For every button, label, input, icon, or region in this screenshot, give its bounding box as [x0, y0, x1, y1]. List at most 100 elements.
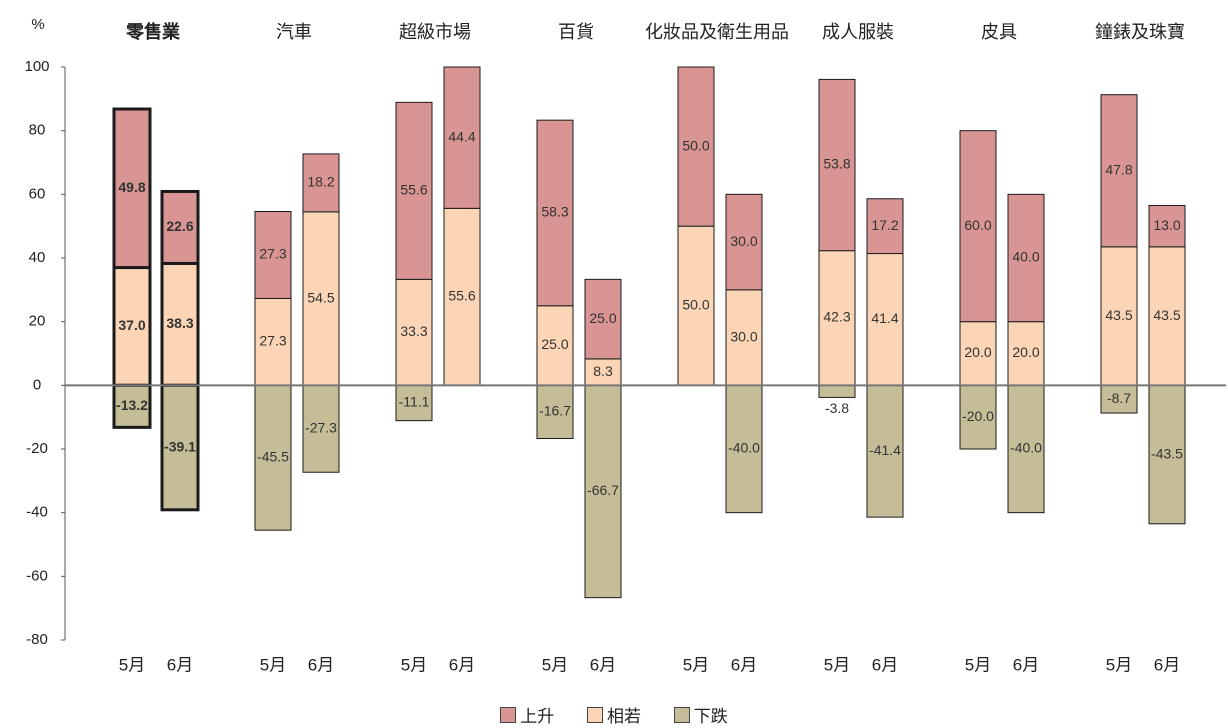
bar-same — [160, 261, 200, 387]
bar-down — [302, 384, 340, 473]
value-label-up: 13.0 — [1153, 217, 1180, 233]
category-label: 汽車 — [276, 22, 312, 42]
bar-down — [959, 384, 997, 450]
month-label: 6月 — [731, 655, 757, 674]
y-tick-label: -20 — [26, 440, 48, 457]
stacked-bar-chart: % -80 -60 -40 -20 0 20 40 60 80 100 零售業 37.0 49.8 -13.… — [24, 16, 1226, 674]
category-label: 超級市場 — [399, 22, 471, 42]
month-label: 5月 — [824, 655, 850, 674]
bar-down — [112, 383, 152, 429]
month-label: 5月 — [542, 655, 568, 674]
value-label-same: 42.3 — [823, 309, 850, 325]
bar-down — [536, 384, 574, 439]
bar-down — [818, 384, 856, 398]
legend-item-up: 上升 — [500, 702, 554, 727]
value-label-same: 20.0 — [964, 344, 991, 360]
bar-down — [1100, 384, 1138, 414]
legend-swatch-up — [500, 706, 517, 723]
bar-down — [1007, 384, 1045, 514]
category-label: 鐘錶及珠寶 — [1095, 22, 1185, 42]
value-label-up: 30.0 — [730, 233, 757, 249]
value-label-up: 17.2 — [871, 217, 898, 233]
y-tick-label: 20 — [29, 313, 46, 330]
bar-same — [536, 305, 574, 386]
legend-label-same: 相若 — [607, 707, 641, 726]
value-label-down: -41.4 — [869, 442, 901, 458]
legend-label-down: 下跌 — [693, 707, 728, 726]
value-label-down: -13.2 — [116, 397, 148, 413]
y-tick-label: 80 — [29, 122, 46, 139]
legend-item-down: 下跌 — [673, 702, 728, 727]
value-label-up: 27.3 — [259, 246, 286, 262]
category-label: 化妝品及衛生用品 — [645, 22, 789, 42]
month-label: 5月 — [260, 655, 286, 674]
value-label-same: 20.0 — [1012, 344, 1039, 360]
bar-down — [725, 384, 763, 514]
value-label-up: 55.6 — [400, 182, 427, 198]
month-label: 5月 — [1106, 655, 1132, 674]
y-tick-label: -80 — [26, 631, 48, 648]
month-label: 6月 — [590, 655, 616, 674]
category-label: 成人服裝 — [822, 22, 894, 42]
month-label: 6月 — [872, 655, 898, 674]
y-tick-label: 100 — [24, 58, 49, 75]
bar-up — [959, 130, 997, 323]
bar-up — [725, 193, 763, 291]
bar-down — [254, 384, 292, 531]
value-label-same: 33.3 — [400, 323, 427, 339]
month-label: 6月 — [1154, 655, 1180, 674]
month-label: 5月 — [401, 655, 427, 674]
bar-down — [1148, 384, 1186, 525]
bar-down — [866, 384, 904, 518]
bar-up — [443, 66, 481, 209]
bar-up — [1148, 204, 1186, 248]
legend-swatch-down — [673, 706, 690, 723]
bar-up — [866, 198, 904, 255]
bar-up — [302, 153, 340, 213]
month-label: 5月 — [965, 655, 991, 674]
value-label-up: 50.0 — [682, 137, 709, 153]
value-label-down: -45.5 — [257, 448, 289, 464]
y-tick-label: 0 — [33, 376, 41, 393]
value-label-down: -27.3 — [305, 419, 337, 435]
month-label: 6月 — [167, 655, 193, 674]
value-label-same: 30.0 — [730, 328, 757, 344]
value-label-down: -40.0 — [1010, 440, 1042, 456]
value-label-same: 38.3 — [166, 315, 193, 331]
value-label-down: -40.0 — [728, 440, 760, 456]
value-label-up: 18.2 — [307, 174, 334, 190]
bar-up — [536, 119, 574, 307]
legend: 上升 相若 下跌 — [0, 702, 1228, 727]
bar-down — [584, 384, 622, 599]
value-label-down: -8.7 — [1107, 390, 1131, 406]
value-label-up: 60.0 — [964, 217, 991, 233]
legend-item-same: 相若 — [587, 702, 641, 727]
bar-up — [818, 78, 856, 252]
bar-up — [677, 66, 715, 227]
y-tick-label: -40 — [26, 504, 48, 521]
month-label: 6月 — [308, 655, 334, 674]
value-label-up: 22.6 — [166, 218, 193, 234]
month-label: 5月 — [119, 655, 145, 674]
month-label: 6月 — [449, 655, 475, 674]
legend-swatch-same — [587, 706, 603, 723]
value-label-down: -43.5 — [1151, 445, 1183, 461]
value-label-same: 55.6 — [448, 288, 475, 304]
bar-same — [443, 207, 481, 386]
y-tick-label: -60 — [26, 567, 48, 584]
bar-same — [302, 211, 340, 386]
value-label-up: 47.8 — [1105, 161, 1132, 177]
bar-same — [677, 225, 715, 386]
value-label-same: 43.5 — [1105, 307, 1132, 323]
value-label-down: -3.8 — [825, 400, 849, 416]
value-label-down: -11.1 — [399, 394, 430, 410]
bar-up — [1007, 193, 1045, 323]
value-label-same: 50.0 — [682, 296, 709, 312]
bar-up — [112, 107, 152, 270]
value-label-same: 54.5 — [307, 289, 334, 305]
legend-label-up: 上升 — [520, 707, 555, 726]
value-label-same: 27.3 — [259, 333, 286, 349]
value-label-same: 37.0 — [118, 317, 145, 333]
value-label-up: 44.4 — [448, 128, 475, 144]
month-label: 5月 — [683, 655, 709, 674]
